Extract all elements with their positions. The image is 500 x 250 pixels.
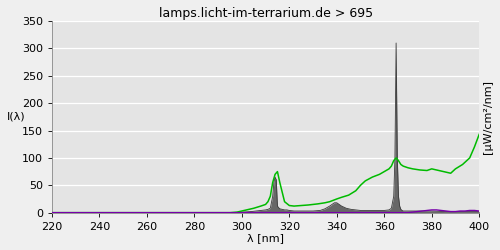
Y-axis label: I(λ): I(λ)	[7, 112, 26, 122]
X-axis label: λ [nm]: λ [nm]	[247, 233, 284, 243]
Text: [μW/cm²/nm]: [μW/cm²/nm]	[484, 80, 494, 154]
Title: lamps.licht-im-terrarium.de > 695: lamps.licht-im-terrarium.de > 695	[158, 7, 372, 20]
